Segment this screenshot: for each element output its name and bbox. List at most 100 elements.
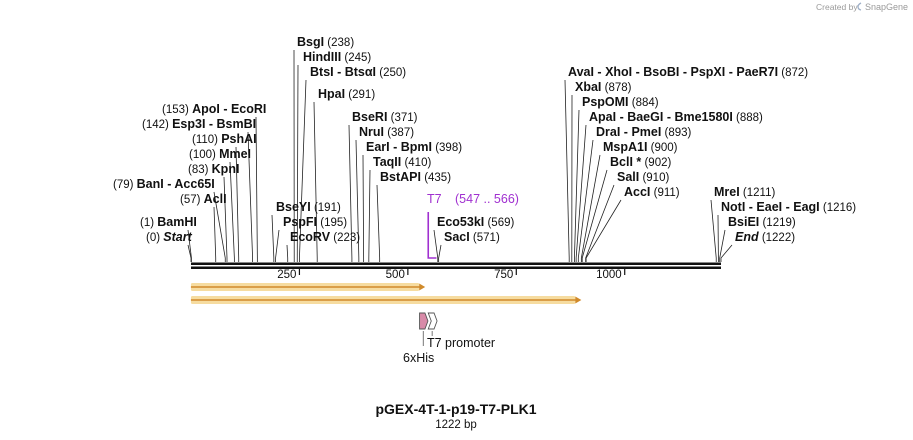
feature-arrow xyxy=(427,312,438,330)
created-by-text: Created by xyxy=(816,2,858,12)
label-separator: - xyxy=(220,102,231,116)
site-line-acci xyxy=(585,199,622,262)
site-label-taqii[interactable]: TaqII (410) xyxy=(373,155,431,169)
site-label-btsi[interactable]: BtsI - BtsαI (250) xyxy=(310,65,406,79)
site-pos: (1216) xyxy=(823,202,856,214)
site-pos: (245) xyxy=(344,52,371,64)
site-leader-lines xyxy=(187,49,733,262)
site-label-end[interactable]: End (1222) xyxy=(735,230,795,244)
t7-primer[interactable]: T7 (547 .. 566) xyxy=(427,192,519,259)
site-pos: (191) xyxy=(314,202,341,214)
label-separator: - xyxy=(745,200,756,214)
label-separator: - xyxy=(725,65,736,79)
site-enzyme-name: NruI xyxy=(359,125,384,139)
site-line-mrei xyxy=(710,199,717,262)
site-enzyme-name: EagI xyxy=(793,200,819,214)
site-line-drai xyxy=(577,139,594,262)
feature-6xhis[interactable]: 6xHis xyxy=(403,312,434,365)
site-label-acli[interactable]: (57) AclI xyxy=(180,192,227,206)
site-label-pspomi[interactable]: PspOMI (884) xyxy=(582,95,659,109)
site-enzyme-name: PspOMI xyxy=(582,95,629,109)
site-label-mrei[interactable]: MreI (1211) xyxy=(714,185,775,199)
site-pos: (142) xyxy=(142,119,169,131)
site-line-pspomi xyxy=(574,109,580,262)
site-label-mmei[interactable]: (100) MmeI xyxy=(189,147,251,161)
feature-label: 6xHis xyxy=(403,351,434,365)
site-label-sali[interactable]: SalI (910) xyxy=(617,170,669,184)
site-enzyme-name: XhoI xyxy=(605,65,632,79)
orf-arrowhead xyxy=(419,283,426,291)
site-pos: (387) xyxy=(387,127,414,139)
site-enzyme-name: BsmBI xyxy=(217,117,257,131)
site-line-mspa1i xyxy=(580,154,601,262)
site-enzyme-name: HindIII xyxy=(303,50,341,64)
site-line-bcli xyxy=(581,169,608,262)
site-label-hpai[interactable]: HpaI (291) xyxy=(318,87,375,101)
site-label-noti[interactable]: NotI - EaeI - EagI (1216) xyxy=(721,200,856,214)
site-line-eco53ki xyxy=(433,229,439,262)
site-label-kpni[interactable]: (83) KpnI xyxy=(188,162,239,176)
site-enzyme-name: PspXI xyxy=(691,65,726,79)
site-label-apoi[interactable]: (153) ApoI - EcoRI xyxy=(162,102,266,116)
site-label-drai[interactable]: DraI - PmeI (893) xyxy=(596,125,692,139)
site-enzyme-name: AccI xyxy=(624,185,650,199)
site-enzyme-name: KpnI xyxy=(212,162,240,176)
site-label-bsiei[interactable]: BsiEI (1219) xyxy=(728,215,796,229)
backbone-bottom-strand xyxy=(191,266,721,269)
label-separator: - xyxy=(620,125,631,139)
site-pos: (195) xyxy=(320,217,347,229)
site-pos: (238) xyxy=(327,37,354,49)
site-enzyme-name: DraI xyxy=(596,125,620,139)
site-label-ecorv[interactable]: EcoRV (223) xyxy=(290,230,360,244)
site-label-pshai[interactable]: (110) PshAI xyxy=(192,132,257,146)
site-enzyme-name: ApoI xyxy=(192,102,220,116)
site-label-bani[interactable]: (79) BanI - Acc65I xyxy=(113,177,215,191)
site-label-avai[interactable]: AvaI - XhoI - BsoBI - PspXI - PaeR7I (87… xyxy=(568,65,808,79)
feature-arrow xyxy=(419,312,429,330)
site-label-bsgi[interactable]: BsgI (238) xyxy=(297,35,354,49)
site-label-pspfi[interactable]: PspFI (195) xyxy=(283,215,347,229)
site-line-start xyxy=(187,244,192,262)
site-label-bseyi[interactable]: BseYI (191) xyxy=(276,200,341,214)
site-label-hindiii[interactable]: HindIII (245) xyxy=(303,50,371,64)
site-enzyme-name: AvaI xyxy=(568,65,594,79)
site-label-start[interactable]: (0) Start xyxy=(146,230,193,244)
site-label-bstapi[interactable]: BstAPI (435) xyxy=(380,170,451,184)
site-line-apai xyxy=(575,124,587,262)
site-line-sali xyxy=(585,184,615,262)
site-label-bamhi[interactable]: (1) BamHI xyxy=(140,215,197,229)
site-line-bamhi xyxy=(187,229,192,262)
site-pos: (223) xyxy=(333,232,360,244)
site-label-saci[interactable]: SacI (571) xyxy=(444,230,500,244)
site-pos: (250) xyxy=(379,67,406,79)
site-enzyme-name: SacI xyxy=(444,230,470,244)
plasmid-name: pGEX-4T-1-p19-T7-PLK1 xyxy=(375,401,536,417)
site-label-apai[interactable]: ApaI - BaeGI - Bme1580I (888) xyxy=(589,110,763,124)
label-separator: - xyxy=(663,110,674,124)
site-pos: (884) xyxy=(632,97,659,109)
site-line-eari xyxy=(362,154,365,262)
site-enzyme-name: XbaI xyxy=(575,80,601,94)
site-label-eco53ki[interactable]: Eco53kI (569) xyxy=(437,215,514,229)
site-label-eari[interactable]: EarI - BpmI (398) xyxy=(366,140,462,154)
site-label-esp3i[interactable]: (142) Esp3I - BsmBI xyxy=(142,117,256,131)
site-label-acci[interactable]: AccI (911) xyxy=(624,185,680,199)
feature-t7-promoter[interactable]: T7 promoter xyxy=(427,312,495,350)
site-label-nrui[interactable]: NruI (387) xyxy=(359,125,414,139)
site-pos: (1219) xyxy=(762,217,795,229)
site-enzyme-name: NotI xyxy=(721,200,745,214)
site-enzyme-name: BseRI xyxy=(352,110,387,124)
site-label-bcli[interactable]: BclI * (902) xyxy=(610,155,671,169)
site-pos: (410) xyxy=(404,157,431,169)
site-pos: (911) xyxy=(654,187,680,199)
site-line-kpni xyxy=(223,176,228,262)
site-pos: (872) xyxy=(781,67,808,79)
site-enzyme-name: BaeGI xyxy=(627,110,663,124)
site-label-bseri[interactable]: BseRI (371) xyxy=(352,110,418,124)
site-label-mspa1i[interactable]: MspA1I (900) xyxy=(603,140,678,154)
site-line-avai xyxy=(564,79,570,262)
site-enzyme-name: PmeI xyxy=(631,125,661,139)
site-label-xbai[interactable]: XbaI (878) xyxy=(575,80,632,94)
